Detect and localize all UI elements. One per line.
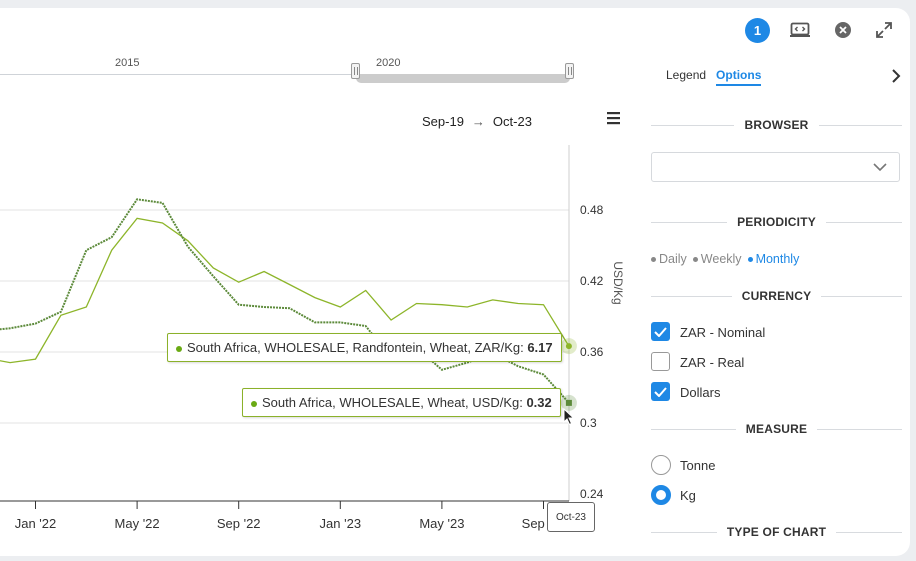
chevron-down-icon <box>873 163 887 172</box>
label-dollars: Dollars <box>680 385 721 400</box>
navigator-label-2020: 2020 <box>376 57 401 69</box>
checkbox-zar-real[interactable] <box>651 352 670 371</box>
x-tick-label: May '22 <box>115 516 160 531</box>
range-arrow: → <box>471 114 485 129</box>
checkbox-zar-nominal[interactable] <box>651 322 670 341</box>
x-tick-label: Jan '22 <box>15 516 57 531</box>
date-range: Sep-19 → Oct-23 <box>422 114 532 129</box>
hover-point-0 <box>565 343 572 350</box>
close-icon[interactable] <box>832 19 854 41</box>
y-tick-label: 0.42 <box>580 274 604 288</box>
tooltip-zar-value: 6.17 <box>527 340 553 355</box>
periodicity-title: PERIODICITY <box>737 215 816 229</box>
y-tick-label: 0.36 <box>580 345 604 359</box>
radio-kg[interactable] <box>651 485 671 505</box>
currency-title: CURRENCY <box>741 289 812 303</box>
expand-icon[interactable] <box>873 19 895 41</box>
panel-tabs: Legend Options <box>666 68 771 86</box>
chevron-right-icon[interactable] <box>891 69 901 88</box>
tooltip-usd-label: South Africa, WHOLESALE, Wheat, USD/Kg: <box>262 395 527 410</box>
navigator-selection[interactable] <box>356 74 570 83</box>
hover-point-1 <box>565 399 572 406</box>
section-type-of-chart: TYPE OF CHART <box>651 524 902 540</box>
menu-icon[interactable] <box>606 111 622 130</box>
range-to: Oct-23 <box>492 114 532 129</box>
y-tick-label: 0.48 <box>580 203 604 217</box>
y-tick-label: 0.3 <box>580 416 597 430</box>
browser-title: BROWSER <box>744 118 809 132</box>
period-daily[interactable]: Daily <box>651 252 687 266</box>
section-currency: CURRENCY <box>651 288 903 304</box>
period-weekly[interactable]: Weekly <box>692 252 742 266</box>
tooltip-zar-label: South Africa, WHOLESALE, Randfontein, Wh… <box>187 340 528 355</box>
chart-card <box>0 8 910 556</box>
label-tonne: Tonne <box>680 458 716 473</box>
section-browser: BROWSER <box>651 117 903 133</box>
tab-options[interactable]: Options <box>716 68 762 86</box>
navigator-left-handle[interactable] <box>351 63 360 79</box>
section-periodicity: PERIODICITY <box>651 214 903 230</box>
checkbox-dollars[interactable] <box>651 382 670 401</box>
notification-badge[interactable]: 1 <box>745 18 770 43</box>
measure-title: MEASURE <box>745 422 808 436</box>
tooltip-zar: South Africa, WHOLESALE, Randfontein, Wh… <box>167 333 562 362</box>
series-line-0 <box>0 217 570 364</box>
periodicity-options: Daily Weekly Monthly <box>651 252 805 266</box>
y-axis-title: USD/Kg <box>611 261 625 304</box>
navigator-track <box>0 74 570 75</box>
x-tick-label: May '23 <box>419 516 464 531</box>
tab-legend[interactable]: Legend <box>666 68 707 82</box>
x-hover-label: Oct-23 <box>547 502 595 532</box>
label-kg: Kg <box>680 488 696 503</box>
period-monthly-label: Monthly <box>755 252 800 266</box>
x-tick-label: Jan '23 <box>320 516 362 531</box>
section-measure: MEASURE <box>651 421 902 437</box>
navigator-label-2015: 2015 <box>115 57 140 69</box>
range-from: Sep-19 <box>422 114 464 129</box>
period-weekly-label: Weekly <box>700 252 742 266</box>
series-line-1 <box>0 198 570 404</box>
browser-select[interactable] <box>651 152 900 182</box>
embed-icon[interactable] <box>789 19 811 41</box>
radio-tonne[interactable] <box>651 455 671 475</box>
period-monthly[interactable]: Monthly <box>747 252 800 266</box>
tooltip-usd: South Africa, WHOLESALE, Wheat, USD/Kg: … <box>242 388 561 417</box>
x-tick-label: Sep '22 <box>217 516 261 531</box>
label-zar-real: ZAR - Real <box>680 355 745 370</box>
chart-type-title: TYPE OF CHART <box>726 525 827 539</box>
y-tick-label: 0.24 <box>580 487 604 501</box>
period-daily-label: Daily <box>659 252 687 266</box>
tooltip-usd-value: 0.32 <box>526 395 552 410</box>
mouse-cursor-icon <box>563 407 575 431</box>
label-zar-nominal: ZAR - Nominal <box>680 325 766 340</box>
navigator-right-handle[interactable] <box>565 63 574 79</box>
